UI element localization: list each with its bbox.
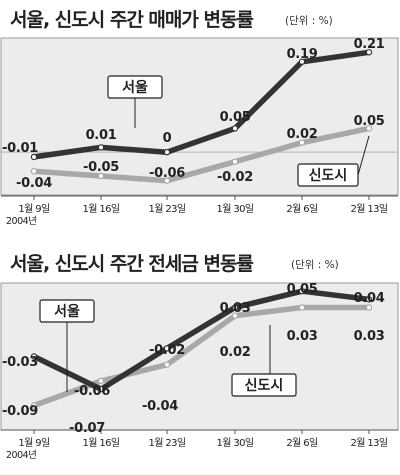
data-point bbox=[30, 153, 38, 161]
legend-box bbox=[297, 163, 359, 187]
chart-title: 서울, 신도시 주간 전세금 변동률 bbox=[10, 253, 253, 275]
data-label: 0.05 bbox=[220, 110, 251, 125]
series-line-seoul bbox=[31, 49, 372, 160]
data-point bbox=[231, 125, 239, 132]
data-point bbox=[97, 385, 105, 393]
legend-box bbox=[107, 75, 163, 99]
legend-label: 신도시 bbox=[245, 378, 284, 394]
data-label: -0.01 bbox=[2, 141, 38, 156]
data-point bbox=[365, 125, 373, 132]
data-label: 0.04 bbox=[354, 291, 385, 306]
x-tick-label: 2월 6일 bbox=[286, 203, 318, 215]
year-label: 2004년 bbox=[6, 450, 36, 461]
data-label: 0.21 bbox=[354, 37, 385, 52]
data-label: -0.02 bbox=[217, 170, 253, 185]
data-label: 0.03 bbox=[220, 301, 251, 316]
series-line-newtown bbox=[31, 125, 372, 184]
x-tick-label: 1월 23일 bbox=[148, 203, 185, 215]
data-label: 0.05 bbox=[354, 114, 385, 129]
unit-label: (단위 : %) bbox=[291, 258, 339, 271]
data-point bbox=[298, 139, 306, 146]
data-label: -0.09 bbox=[2, 404, 38, 419]
data-point bbox=[30, 353, 38, 360]
data-label: -0.04 bbox=[142, 399, 178, 414]
data-label: 0.02 bbox=[220, 345, 251, 360]
x-tick-label: 2월 13일 bbox=[350, 203, 387, 215]
data-point bbox=[163, 361, 171, 368]
legend-leader-line bbox=[357, 135, 370, 176]
chart-title: 서울, 신도시 주간 매매가 변동률 bbox=[10, 9, 253, 31]
data-point bbox=[163, 345, 171, 352]
data-point bbox=[231, 158, 239, 165]
data-point bbox=[30, 168, 38, 175]
legend-label: 신도시 bbox=[309, 168, 348, 184]
data-label: 0.19 bbox=[287, 47, 318, 62]
data-point bbox=[365, 296, 373, 303]
data-label: -0.06 bbox=[74, 384, 110, 399]
series-line-seoul bbox=[31, 288, 372, 392]
chart-panel-1: 서울, 신도시 주간 매매가 변동률 (단위 : %) 1월 9일 1월 16일 1월 … bbox=[0, 9, 399, 227]
data-point bbox=[365, 49, 373, 56]
chart-panel-2: 서울, 신도시 주간 전세금 변동률 (단위 : %) 1월 9일 1월 16일 1월 … bbox=[0, 253, 399, 461]
data-point bbox=[97, 172, 105, 180]
data-point bbox=[365, 304, 373, 311]
legend-box bbox=[39, 299, 95, 323]
x-tick-label: 1월 30일 bbox=[216, 203, 253, 215]
legend-box bbox=[231, 373, 297, 397]
data-label: -0.06 bbox=[149, 166, 185, 181]
x-tick-label: 1월 9일 bbox=[18, 203, 50, 215]
data-point bbox=[97, 144, 105, 151]
data-label: -0.07 bbox=[69, 421, 105, 436]
data-label: 0 bbox=[163, 131, 172, 146]
unit-label: (단위 : %) bbox=[285, 14, 333, 27]
x-tick-label: 2월 6일 bbox=[286, 437, 318, 449]
data-label: 0.01 bbox=[86, 128, 117, 143]
x-tick-label: 1월 23일 bbox=[148, 437, 185, 449]
data-label: -0.05 bbox=[83, 160, 119, 175]
legend-label: 서울 bbox=[122, 79, 148, 96]
x-tick-label: 1월 9일 bbox=[18, 437, 50, 449]
legend-label: 서울 bbox=[54, 303, 80, 320]
data-point bbox=[231, 304, 239, 311]
data-point bbox=[30, 402, 38, 409]
data-point bbox=[163, 148, 171, 156]
x-tick-label: 1월 30일 bbox=[216, 437, 253, 449]
data-label: 0.03 bbox=[354, 329, 385, 344]
data-label: -0.03 bbox=[2, 355, 38, 370]
x-tick-label: 1월 16일 bbox=[82, 437, 119, 449]
data-point bbox=[298, 304, 306, 311]
data-point bbox=[298, 287, 306, 295]
data-point bbox=[231, 312, 239, 319]
x-tick-label: 1월 16일 bbox=[82, 203, 119, 215]
year-label: 2004년 bbox=[6, 216, 36, 227]
data-label: 0.02 bbox=[287, 127, 318, 142]
data-point bbox=[298, 58, 306, 65]
data-point bbox=[163, 177, 171, 184]
data-label: 0.05 bbox=[287, 282, 318, 297]
data-point bbox=[97, 377, 105, 385]
data-label: -0.04 bbox=[16, 176, 52, 191]
x-tick-label: 2월 13일 bbox=[350, 437, 387, 449]
data-label: 0.03 bbox=[287, 329, 318, 344]
data-label: -0.02 bbox=[149, 343, 185, 358]
